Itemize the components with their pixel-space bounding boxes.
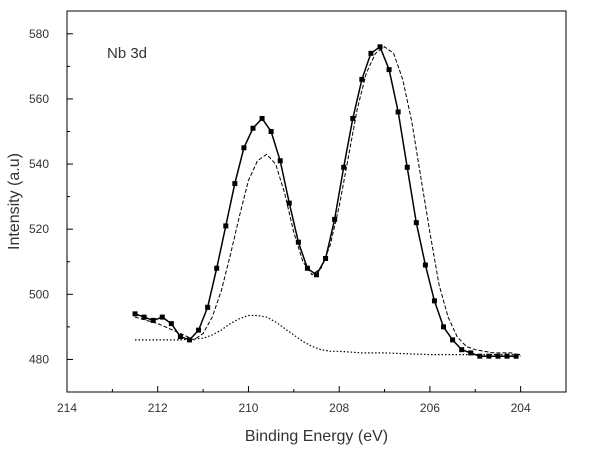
series-line-1 (134, 45, 517, 357)
plot-frame (66, 10, 567, 393)
data-point (459, 347, 465, 353)
data-point (441, 324, 447, 330)
x-tick-label: 214 (57, 401, 77, 415)
x-tick-label: 206 (420, 401, 440, 415)
data-point (196, 327, 202, 333)
data-point (413, 220, 419, 226)
y-axis: 480 500 520 540 560 580 (29, 27, 73, 366)
y-tick-label: 560 (29, 92, 49, 106)
x-tick-label: 210 (238, 401, 258, 415)
y-tick-label: 480 (29, 352, 49, 366)
data-point (159, 314, 165, 320)
y-tick-label: 520 (29, 222, 49, 236)
data-point (404, 164, 410, 170)
data-point (495, 353, 501, 359)
data-point (350, 115, 356, 121)
data-point (395, 109, 401, 115)
data-point (368, 50, 374, 56)
data-point (359, 76, 365, 82)
data-point (186, 337, 192, 343)
data-point (277, 158, 283, 164)
chart-annotation: Nb 3d (107, 45, 147, 62)
data-point (386, 67, 392, 73)
data-point (132, 311, 138, 317)
data-point (504, 353, 510, 359)
data-point (177, 334, 183, 340)
data-point (295, 239, 301, 245)
y-tick-label: 580 (29, 27, 49, 41)
data-point (377, 44, 383, 50)
data-point (259, 115, 265, 121)
data-point (450, 337, 456, 343)
data-point (141, 314, 147, 320)
data-point (205, 304, 211, 310)
data-point (323, 255, 329, 261)
data-point (332, 216, 338, 222)
data-point (168, 321, 174, 327)
data-point (286, 200, 292, 206)
data-point (486, 353, 492, 359)
x-axis-label: Binding Energy (eV) (245, 428, 388, 445)
plot-area (132, 44, 521, 359)
data-point (314, 272, 319, 278)
data-point (341, 164, 347, 170)
y-tick-label: 540 (29, 157, 49, 171)
x-tick-label: 204 (511, 401, 531, 415)
y-tick-label: 500 (29, 287, 49, 301)
data-point (431, 298, 437, 304)
x-tick-label: 208 (329, 401, 349, 415)
data-point (513, 353, 519, 359)
data-point (268, 128, 274, 134)
data-point (250, 125, 256, 131)
data-point (241, 145, 247, 151)
data-point (214, 265, 220, 271)
data-point (232, 181, 238, 187)
data-point (422, 262, 428, 268)
x-axis: 214 212 210 208 206 204 (57, 386, 531, 415)
data-point (477, 353, 483, 359)
series-line-3 (135, 314, 521, 356)
x-tick-label: 212 (148, 401, 168, 415)
y-axis-label: Intensity (a.u) (6, 153, 23, 250)
series-line-2 (134, 46, 521, 357)
data-point (468, 350, 474, 356)
data-point (150, 317, 156, 323)
data-point (223, 223, 229, 229)
